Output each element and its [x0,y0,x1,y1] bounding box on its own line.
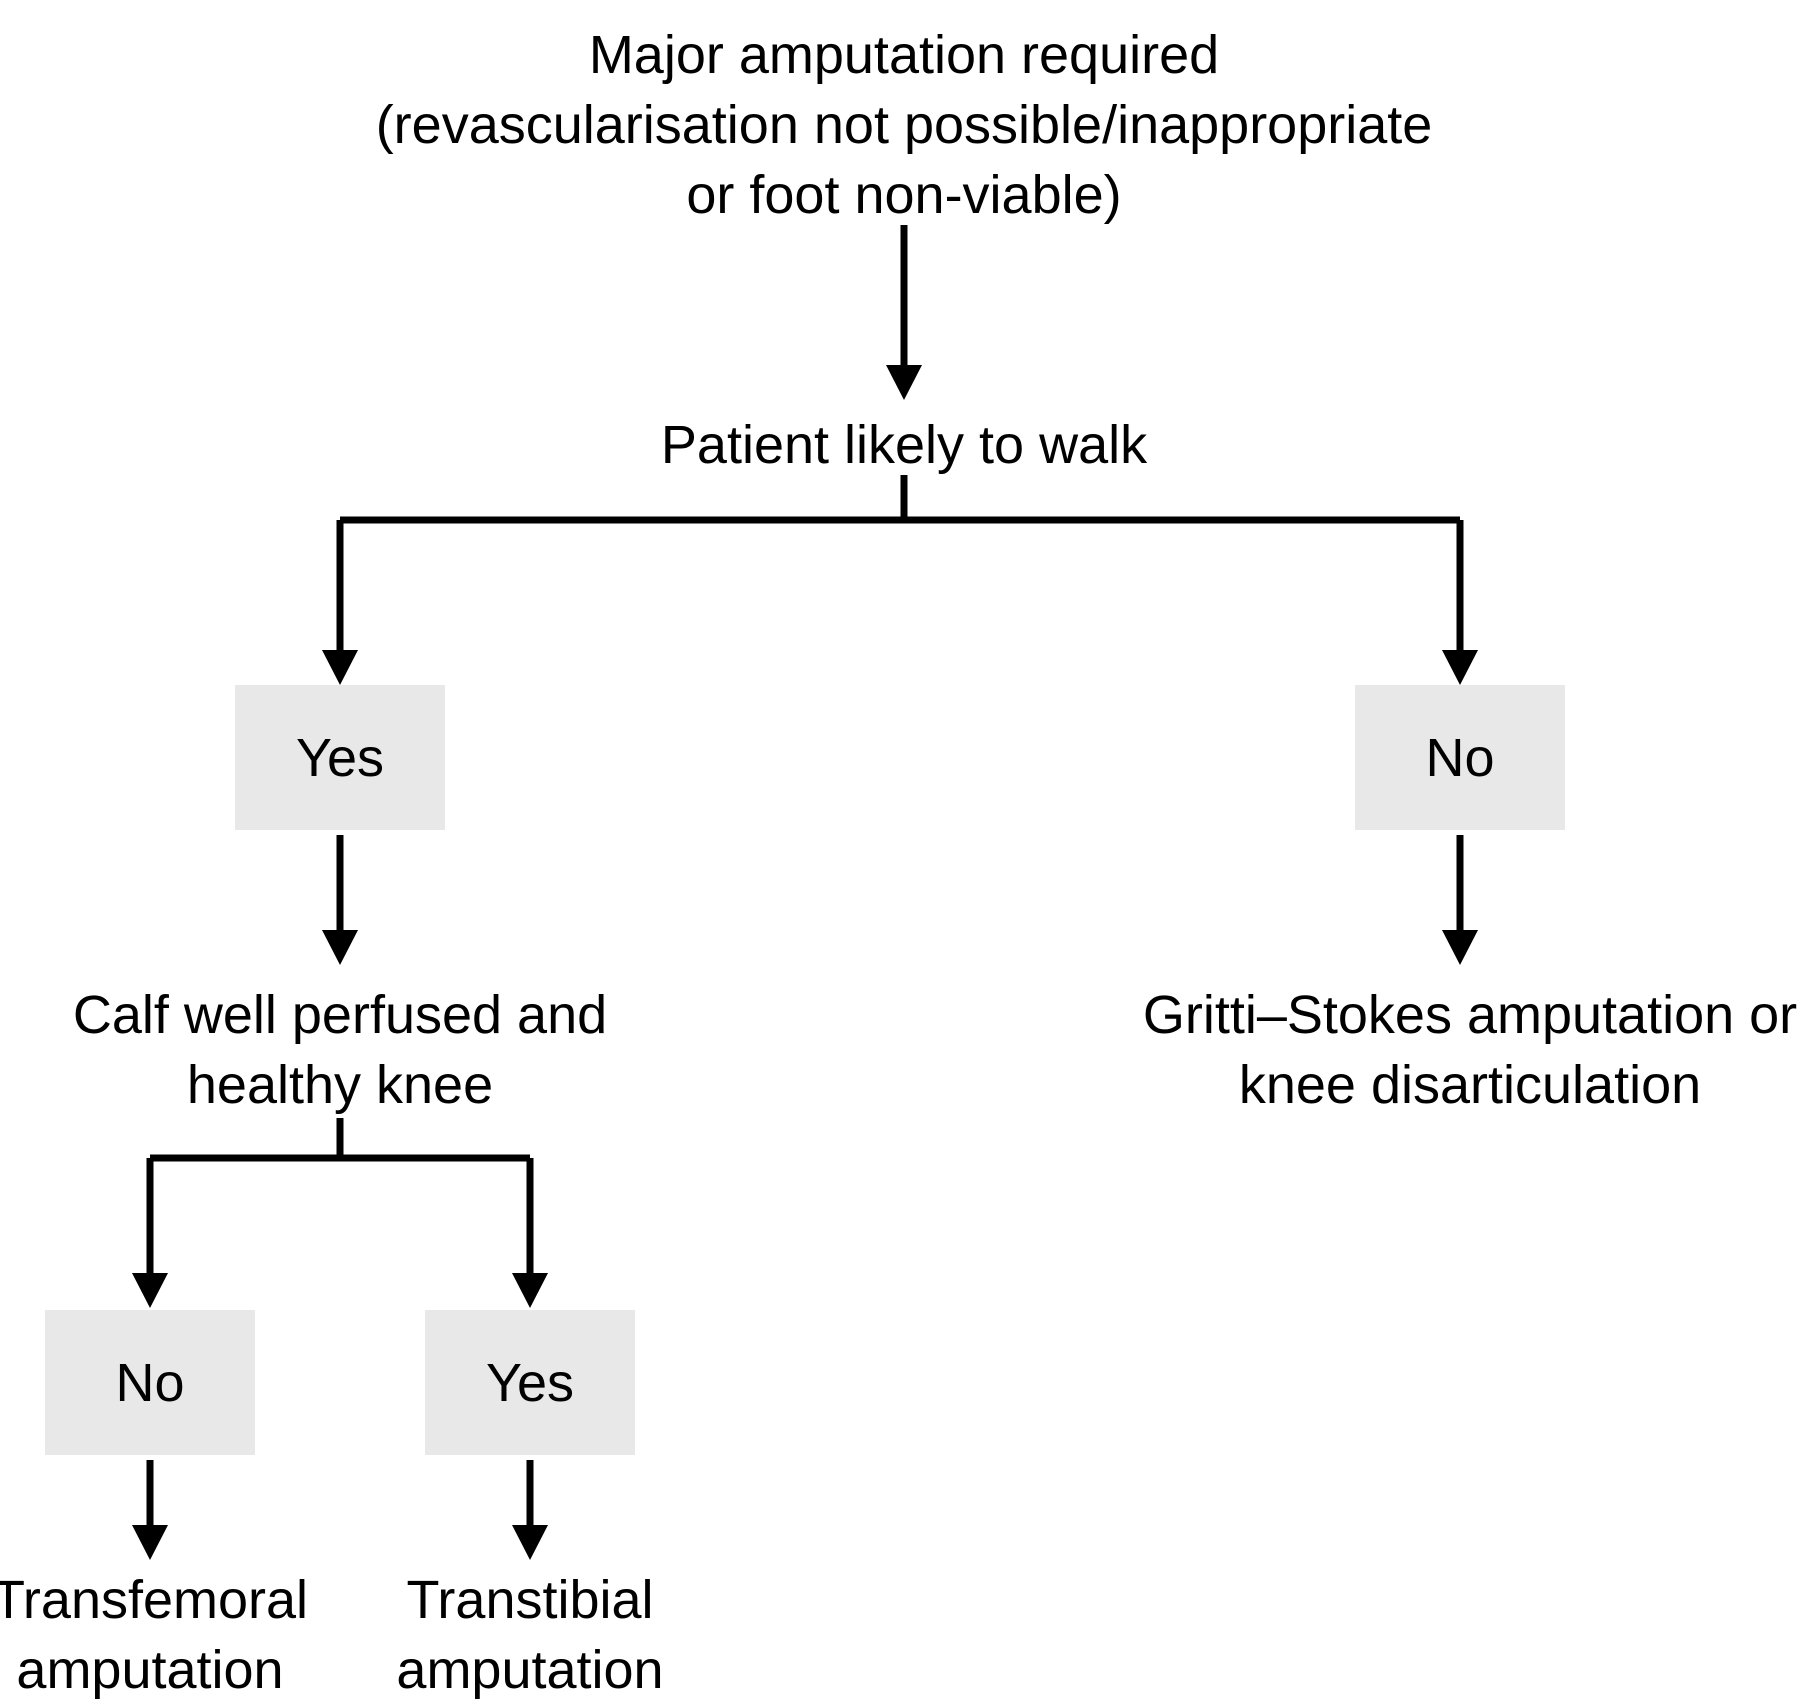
split-q2 [122,1118,558,1313]
split-q1 [312,475,1488,690]
arrow-no2-to-out [122,1460,178,1560]
out-no2-line1: Transfemoral [0,1570,308,1630]
q1-node: Patient likely to walk [604,410,1204,480]
no1-box: No [1355,685,1565,830]
root-line3: or foot non-viable) [686,165,1121,225]
yes1-text: Yes [296,727,384,789]
no2-box: No [45,1310,255,1455]
out-no2-node: Transfemoral amputation [0,1565,330,1705]
root-node: Major amputation required (revascularisa… [204,20,1604,231]
arrow-yes1-to-q2 [312,835,368,965]
yes1-box: Yes [235,685,445,830]
out-no1-line1: Gritti–Stokes amputation or [1143,985,1797,1045]
no2-text: No [115,1352,184,1414]
arrow-no1-to-out [1432,835,1488,965]
yes2-text: Yes [486,1352,574,1414]
q2-line1: Calf well perfused and [73,985,607,1045]
q2-node: Calf well perfused and healthy knee [40,980,640,1120]
out-no1-line2: knee disarticulation [1239,1055,1701,1115]
yes2-box: Yes [425,1310,635,1455]
no1-text: No [1425,727,1494,789]
arrow-root-to-q1 [876,225,932,400]
out-yes2-line1: Transtibial [406,1570,653,1630]
q2-line2: healthy knee [187,1055,493,1115]
root-line1: Major amputation required [589,25,1219,85]
q1-text: Patient likely to walk [661,415,1147,475]
arrow-yes2-to-out [502,1460,558,1560]
out-yes2-line2: amputation [396,1640,663,1700]
out-yes2-node: Transtibial amputation [370,1565,690,1705]
out-no1-node: Gritti–Stokes amputation or knee disarti… [1120,980,1808,1120]
root-line2: (revascularisation not possible/inapprop… [376,95,1433,155]
out-no2-line2: amputation [16,1640,283,1700]
